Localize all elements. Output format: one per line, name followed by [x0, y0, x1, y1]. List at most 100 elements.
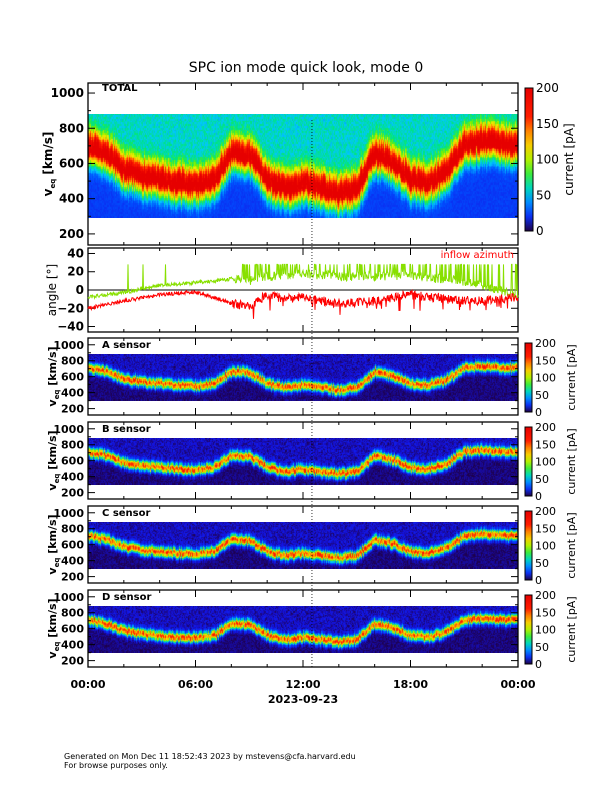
panel-label: A sensor: [102, 340, 151, 351]
colorbar-tick-label: 100: [535, 624, 556, 637]
y-tick-label: 200: [59, 227, 84, 241]
colorbar-tick-label: 0: [535, 574, 542, 587]
panel-frame: [87, 421, 519, 500]
y-tick-label: 400: [61, 471, 84, 484]
y-tick-label: 200: [61, 655, 84, 668]
y-tick-label: 600: [61, 455, 84, 468]
y-tick-label: 800: [59, 121, 84, 135]
spectrogram-sensor-D: [88, 606, 518, 653]
y-axis-label: veq [km/s]: [46, 430, 61, 490]
spectrogram-sensor-A: [88, 354, 518, 401]
colorbar-tick-label: 100: [536, 153, 559, 167]
colorbar-tick-label: 50: [535, 557, 549, 570]
y-tick-label: 20: [67, 265, 84, 279]
spectrogram-total: [88, 114, 518, 218]
y-tick-label: 400: [61, 639, 84, 652]
colorbar-tick-label: 0: [535, 490, 542, 503]
spectrogram-sensor-B: [88, 438, 518, 485]
y-tick-label: 800: [61, 439, 84, 452]
colorbar: [524, 87, 534, 232]
panel-label: TOTAL: [102, 83, 138, 94]
x-tick-label: 12:00: [285, 678, 320, 691]
panel-label: C sensor: [102, 508, 150, 519]
y-tick-label: 1000: [53, 591, 84, 604]
figure-title: SPC ion mode quick look, mode 0: [188, 60, 424, 76]
y-tick-label: −40: [57, 320, 84, 334]
y-tick-label: 200: [61, 403, 84, 416]
colorbar-tick-label: 100: [535, 372, 556, 385]
colorbar-tick-label: 150: [535, 522, 556, 535]
colorbar-tick-label: 200: [535, 589, 556, 602]
y-tick-label: 40: [67, 246, 84, 260]
y-tick-label: 200: [61, 487, 84, 500]
y-tick-label: 400: [61, 555, 84, 568]
panel-label: B sensor: [102, 424, 151, 435]
panel-frame: [87, 337, 519, 416]
colorbar-tick-label: 150: [536, 117, 559, 131]
colorbar-tick-label: 150: [535, 438, 556, 451]
colorbar-label: current [pA]: [565, 596, 578, 662]
colorbar-label: current [pA]: [565, 512, 578, 578]
colorbar-label: current [pA]: [562, 123, 576, 195]
angle-axis-label: angle [°]: [45, 264, 59, 316]
y-tick-label: 600: [61, 623, 84, 636]
y-tick-label: 400: [61, 387, 84, 400]
colorbar-tick-label: 100: [535, 540, 556, 553]
y-tick-label: 1000: [51, 86, 84, 100]
colorbar-tick-label: 100: [535, 456, 556, 469]
panel-frame: [87, 505, 519, 584]
colorbar: [524, 510, 533, 581]
series-inflow-azimuth: [87, 288, 519, 319]
y-tick-label: 0: [76, 283, 84, 297]
y-axis-label: veq [km/s]: [46, 598, 61, 658]
y-tick-label: 800: [61, 523, 84, 536]
colorbar-tick-label: 150: [535, 606, 556, 619]
colorbar-tick-label: 50: [535, 641, 549, 654]
series-inflow-elevation: [87, 263, 519, 301]
spectrogram-sensor-C: [88, 522, 518, 569]
y-tick-label: −20: [57, 301, 84, 315]
colorbar-tick-label: 50: [536, 188, 551, 202]
panel-label: D sensor: [102, 592, 151, 603]
colorbar-tick-label: 200: [535, 337, 556, 350]
colorbar-tick-label: 50: [535, 389, 549, 402]
colorbar-label: current [pA]: [565, 428, 578, 494]
panel-frame: [87, 589, 519, 668]
legend-inflow-azimuth: inflow azimuth: [441, 250, 514, 261]
footer-generated: Generated on Mon Dec 11 18:52:43 2023 by…: [64, 752, 356, 761]
colorbar-tick-label: 200: [535, 421, 556, 434]
colorbar: [524, 426, 533, 497]
colorbar-tick-label: 200: [535, 505, 556, 518]
panel-frame: [87, 82, 519, 246]
colorbar-tick-label: 0: [535, 658, 542, 671]
x-tick-label: 06:00: [178, 678, 213, 691]
y-tick-label: 1000: [53, 339, 84, 352]
y-tick-label: 600: [61, 539, 84, 552]
colorbar-label: current [pA]: [565, 344, 578, 410]
colorbar-tick-label: 200: [536, 81, 559, 95]
y-tick-label: 400: [59, 192, 84, 206]
y-tick-label: 1000: [53, 423, 84, 436]
y-tick-label: 800: [61, 355, 84, 368]
colorbar-tick-label: 0: [536, 224, 544, 238]
colorbar-tick-label: 50: [535, 473, 549, 486]
x-tick-label: 00:00: [70, 678, 105, 691]
colorbar: [524, 594, 533, 665]
y-tick-label: 600: [59, 156, 84, 170]
y-tick-label: 800: [61, 607, 84, 620]
y-tick-label: 600: [61, 371, 84, 384]
colorbar: [524, 342, 533, 413]
x-axis-date-label: 2023-09-23: [268, 693, 338, 706]
y-axis-label: veq [km/s]: [46, 514, 61, 574]
y-axis-label: veq [km/s]: [46, 346, 61, 406]
footer-note: For browse purposes only.: [64, 761, 168, 770]
y-tick-label: 200: [61, 571, 84, 584]
y-axis-label: veq [km/s]: [41, 132, 57, 197]
x-tick-label: 00:00: [500, 678, 535, 691]
colorbar-tick-label: 150: [535, 354, 556, 367]
colorbar-tick-label: 0: [535, 406, 542, 419]
x-tick-label: 18:00: [393, 678, 428, 691]
y-tick-label: 1000: [53, 507, 84, 520]
